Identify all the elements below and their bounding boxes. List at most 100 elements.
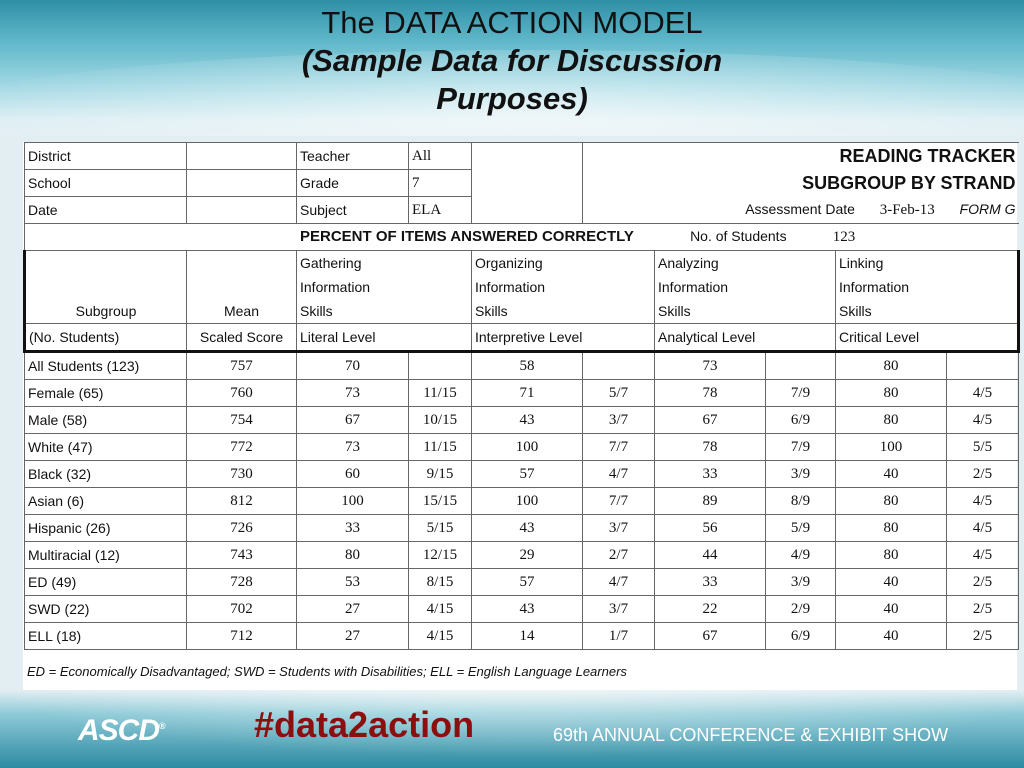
value-cell-o: 14 <box>471 622 583 650</box>
value-cell-of: 7/7 <box>582 487 655 515</box>
value-cell-lf: 2/5 <box>945 568 1020 596</box>
subgroup-header: Subgroup <box>23 250 187 324</box>
value-cell-a: 44 <box>654 541 766 569</box>
value-cell-gf <box>408 351 472 380</box>
subgroup-subheader: (No. Students) <box>23 323 187 353</box>
title-line-3: Purposes) <box>436 81 588 116</box>
slide-title: The DATA ACTION MODEL (Sample Data for D… <box>0 4 1024 118</box>
value-cell-gf: 9/15 <box>408 460 472 488</box>
subgroup-cell: Female (65) <box>24 379 187 407</box>
table-row: ELL (18) 712 27 4/15 14 1/7 67 6/9 40 2/5 <box>24 622 1020 650</box>
value-cell-o: 57 <box>471 568 583 596</box>
value-cell-l: 40 <box>835 460 947 488</box>
teacher-value[interactable]: All <box>408 142 472 170</box>
value-cell-o: 57 <box>471 460 583 488</box>
mean-header: Mean <box>186 250 297 324</box>
value-cell-mean: 730 <box>186 460 297 488</box>
value-cell-af: 4/9 <box>765 541 836 569</box>
value-cell-gf: 11/15 <box>408 379 472 407</box>
subgroup-cell: Male (58) <box>24 406 187 434</box>
value-cell-gf: 8/15 <box>408 568 472 596</box>
assessment-info: Assessment Date 3-Feb-13 FORM G <box>581 196 1019 224</box>
school-label: School <box>24 169 187 197</box>
value-cell-o: 43 <box>471 595 583 623</box>
value-cell-a: 56 <box>654 514 766 542</box>
subgroup-cell: Black (32) <box>24 460 187 488</box>
table-row: Multiracial (12) 743 80 12/15 29 2/7 44 4/9 80 4/… <box>24 541 1020 569</box>
value-cell-l: 80 <box>835 541 947 569</box>
subgroup-cell: All Students (123) <box>24 351 187 380</box>
value-cell-gf: 15/15 <box>408 487 472 515</box>
value-cell-l: 80 <box>835 487 947 515</box>
value-cell-g: 33 <box>296 514 409 542</box>
conference-name: 69th ANNUAL CONFERENCE & EXHIBIT SHOW <box>553 725 949 745</box>
hashtag: #data2action <box>254 704 475 745</box>
strand-linking-header: Linking Information Skills <box>834 250 1021 324</box>
header-row-date: Date Subject ELA Assessment Date 3-Feb-1… <box>24 196 1019 224</box>
value-cell-g: 53 <box>296 568 409 596</box>
value-cell-af: 8/9 <box>765 487 836 515</box>
percent-row: PERCENT OF ITEMS ANSWERED CORRECTLY No. … <box>23 223 1019 251</box>
subject-label: Subject <box>296 196 409 224</box>
subgroup-cell: ED (49) <box>24 568 187 596</box>
value-cell-gf: 4/15 <box>408 595 472 623</box>
value-cell-lf: 4/5 <box>945 514 1020 542</box>
level-interpretive: Interpretive Level <box>471 323 655 353</box>
value-cell-g: 67 <box>296 406 409 434</box>
value-cell-mean: 702 <box>186 595 297 623</box>
level-analytical: Analytical Level <box>654 323 836 353</box>
value-cell-af: 2/9 <box>765 595 836 623</box>
value-cell-g: 70 <box>296 351 409 380</box>
form-label: FORM G <box>959 200 1016 217</box>
value-cell-mean: 728 <box>186 568 297 596</box>
school-value[interactable] <box>186 169 297 197</box>
subgroup-cell: White (47) <box>24 433 187 461</box>
district-value[interactable] <box>186 142 297 170</box>
value-cell-af: 6/9 <box>765 406 836 434</box>
tracker-title: READING TRACKER <box>581 142 1019 170</box>
table-row: All Students (123) 757 70 58 73 80 <box>24 351 1020 380</box>
date-value[interactable] <box>186 196 297 224</box>
reading-tracker-sheet: District Teacher All READING TRACKER Sch… <box>23 142 1021 690</box>
value-cell-l: 40 <box>835 595 947 623</box>
value-cell-l: 80 <box>835 351 947 380</box>
footer-banner: ASCD® #data2action 69th ANNUAL CONFERENC… <box>0 690 1024 768</box>
value-cell-o: 29 <box>471 541 583 569</box>
grade-label: Grade <box>296 169 409 197</box>
value-cell-a: 33 <box>654 460 766 488</box>
value-cell-g: 27 <box>296 622 409 650</box>
value-cell-g: 80 <box>296 541 409 569</box>
value-cell-of: 3/7 <box>582 595 655 623</box>
value-cell-lf: 4/5 <box>945 406 1020 434</box>
percent-title: PERCENT OF ITEMS ANSWERED CORRECTLY <box>300 228 634 245</box>
table-row: SWD (22) 702 27 4/15 43 3/7 22 2/9 40 2/5 <box>24 595 1020 623</box>
value-cell-l: 80 <box>835 379 947 407</box>
blank-cell <box>471 142 583 224</box>
assessment-label: Assessment Date <box>745 200 855 217</box>
grade-value[interactable]: 7 <box>408 169 472 197</box>
value-cell-of: 3/7 <box>582 406 655 434</box>
data-rows: All Students (123) 757 70 58 73 80 Female (65)… <box>24 351 1020 650</box>
level-critical: Critical Level <box>834 323 1021 353</box>
strand-analyzing-header: Analyzing Information Skills <box>654 250 836 324</box>
value-cell-a: 67 <box>654 622 766 650</box>
value-cell-lf: 2/5 <box>945 622 1020 650</box>
table-row: White (47) 772 73 11/15 100 7/7 78 7/9 100 5/5 <box>24 433 1020 461</box>
strand-gathering-header: Gathering Information Skills <box>296 250 472 324</box>
value-cell-g: 27 <box>296 595 409 623</box>
value-cell-g: 60 <box>296 460 409 488</box>
value-cell-of <box>582 351 655 380</box>
value-cell-of: 5/7 <box>582 379 655 407</box>
value-cell-lf: 2/5 <box>945 595 1020 623</box>
value-cell-a: 67 <box>654 406 766 434</box>
subject-value[interactable]: ELA <box>408 196 472 224</box>
footnote: ED = Economically Disadvantaged; SWD = S… <box>27 664 627 679</box>
value-cell-g: 73 <box>296 379 409 407</box>
table-row: Male (58) 754 67 10/15 43 3/7 67 6/9 80 4/5 <box>24 406 1020 434</box>
teacher-label: Teacher <box>296 142 409 170</box>
value-cell-mean: 812 <box>186 487 297 515</box>
value-cell-lf: 4/5 <box>945 487 1020 515</box>
students-value: 123 <box>832 229 856 245</box>
district-label: District <box>24 142 187 170</box>
value-cell-af: 5/9 <box>765 514 836 542</box>
